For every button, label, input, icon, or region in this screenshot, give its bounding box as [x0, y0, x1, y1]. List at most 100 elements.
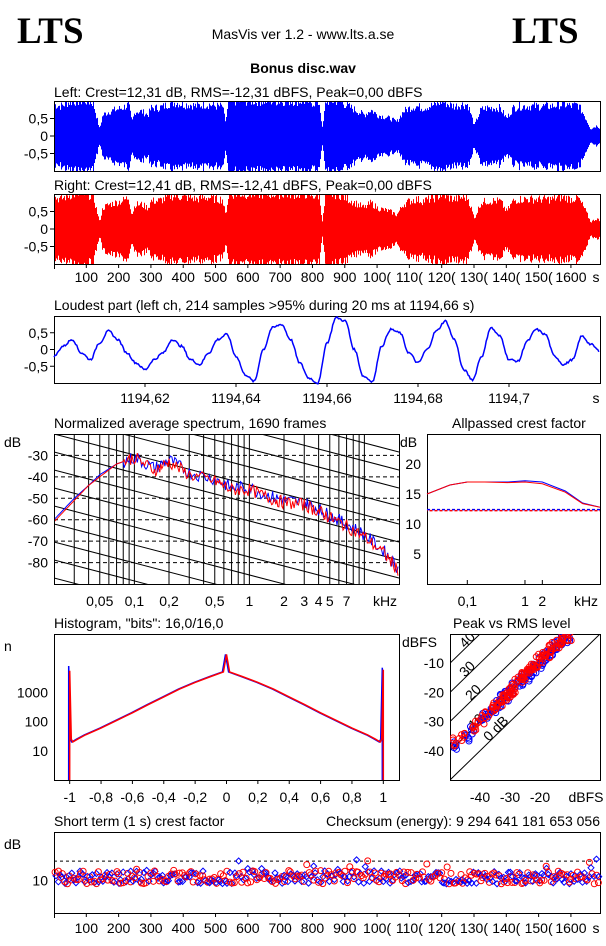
crest-point-left: [124, 874, 133, 883]
crest-point-left: [360, 879, 368, 887]
x-tick-label: 1194,68: [393, 390, 443, 406]
crest-point-right: [358, 872, 366, 880]
scatter-point: [546, 654, 554, 662]
crest-point-right: [402, 880, 410, 888]
scatter-point: [544, 646, 552, 654]
crest-point-right: [171, 870, 179, 878]
x-tick-label: 0: [223, 789, 231, 805]
x-tick-label: 1194,7: [488, 390, 530, 406]
crest-point-right: [239, 868, 247, 876]
slope-line: [54, 632, 399, 722]
y-tick-label: -60: [28, 512, 48, 528]
x-tick-label: 0,5: [205, 593, 225, 609]
y-tick-label: 20: [405, 456, 421, 472]
x-tick-label: 100: [75, 920, 99, 936]
diagonal-label: 20: [462, 681, 484, 703]
crest-point-left: [361, 862, 369, 871]
x-tick-label: 1: [521, 593, 529, 609]
crest-point-left: [54, 878, 63, 886]
crest-point-right: [590, 880, 598, 888]
allpass-crest-title: Allpassed crest factor: [452, 415, 586, 431]
scatter-point: [557, 641, 565, 649]
crest-point-left: [278, 879, 286, 887]
crest-point-right: [544, 868, 552, 876]
x-tick-label: 0,2: [248, 789, 268, 805]
crest-point-right: [221, 877, 229, 885]
x-tick-label: 900: [333, 269, 357, 285]
scatter-point: [540, 650, 548, 658]
scatter-point: [507, 683, 515, 691]
crest-point-right: [572, 875, 580, 883]
crest-point-right: [119, 879, 127, 887]
app-title: MasVis ver 1.2 - www.lts.a.se: [211, 26, 395, 42]
x-tick-label: 300: [139, 920, 163, 936]
crest-point-right: [142, 879, 150, 887]
crest-point-left: [368, 874, 376, 883]
crest-point-left: [590, 872, 598, 881]
x-tick-label: 110(: [396, 920, 423, 936]
x-unit-label: s: [593, 920, 600, 936]
scatter-point: [523, 668, 531, 676]
y-tick-label: 5: [413, 546, 421, 562]
crest-point-right: [540, 876, 548, 884]
y-tick-label: -20: [424, 684, 444, 700]
crest-point-right: [317, 867, 325, 875]
scatter-point: [481, 708, 489, 716]
x-tick-label: 0,05: [86, 593, 113, 609]
slope-line: [328, 434, 399, 453]
crest-point-right: [293, 872, 301, 880]
y-tick-label: -0,5: [24, 146, 48, 162]
scatter-point: [524, 666, 532, 674]
x-tick-label: 130(: [460, 269, 488, 285]
crest-point-right: [538, 876, 546, 884]
slope-line: [54, 523, 286, 584]
x-tick-label: 7: [343, 593, 351, 609]
y-tick-label: 10: [32, 873, 48, 889]
crest-point-right: [529, 871, 537, 879]
x-tick-label: 1600: [555, 269, 586, 285]
crest-point-right: [210, 873, 218, 881]
left-waveform-plot: [54, 101, 600, 171]
crest-point-right: [560, 871, 568, 879]
crest-point-right: [594, 879, 602, 887]
scatter-point: [471, 723, 479, 731]
crest-point-left: [309, 862, 318, 870]
crest-point-right: [485, 878, 493, 886]
scatter-point: [518, 673, 526, 681]
crest-point-right: [513, 869, 521, 877]
scatter-point: [500, 696, 508, 704]
y-tick-label: 10: [405, 516, 421, 532]
right-waveform-title: Right: Crest=12,41 dB, RMS=-12,41 dBFS, …: [54, 177, 432, 193]
crest-point-left: [375, 874, 384, 882]
crest-point-right: [585, 858, 593, 866]
scatter-point: [558, 634, 566, 639]
slope-line: [54, 487, 399, 579]
crest-point-left: [304, 879, 313, 887]
crest-point-right: [502, 875, 510, 883]
crest-point-right: [131, 874, 139, 882]
crest-point-left: [284, 877, 292, 886]
scatter-point: [566, 634, 574, 637]
x-tick-label: 1194,62: [120, 390, 170, 406]
x-tick-label: 140(: [492, 920, 520, 936]
scatter-point: [461, 729, 469, 737]
y-axis-label: n: [4, 638, 12, 654]
left-waveform-frame: [54, 101, 601, 172]
x-tick-label: 1194,66: [302, 390, 352, 406]
y-tick-label: -0,5: [24, 239, 48, 255]
crest-point-right: [192, 870, 200, 878]
crest-point-left: [467, 879, 476, 887]
crest-point-right: [51, 868, 59, 876]
x-tick-label: 140(: [492, 269, 520, 285]
x-tick-label: -40: [470, 789, 490, 805]
crest-point-left: [377, 867, 386, 875]
crest-point-right: [339, 872, 347, 880]
crest-point-left: [488, 877, 497, 886]
y-tick-label: 0,5: [29, 111, 49, 127]
crest-point-right: [350, 875, 358, 883]
scatter-point: [531, 661, 539, 669]
scatter-point: [563, 634, 571, 637]
slope-line: [121, 434, 399, 507]
crest-point-left: [386, 879, 394, 887]
